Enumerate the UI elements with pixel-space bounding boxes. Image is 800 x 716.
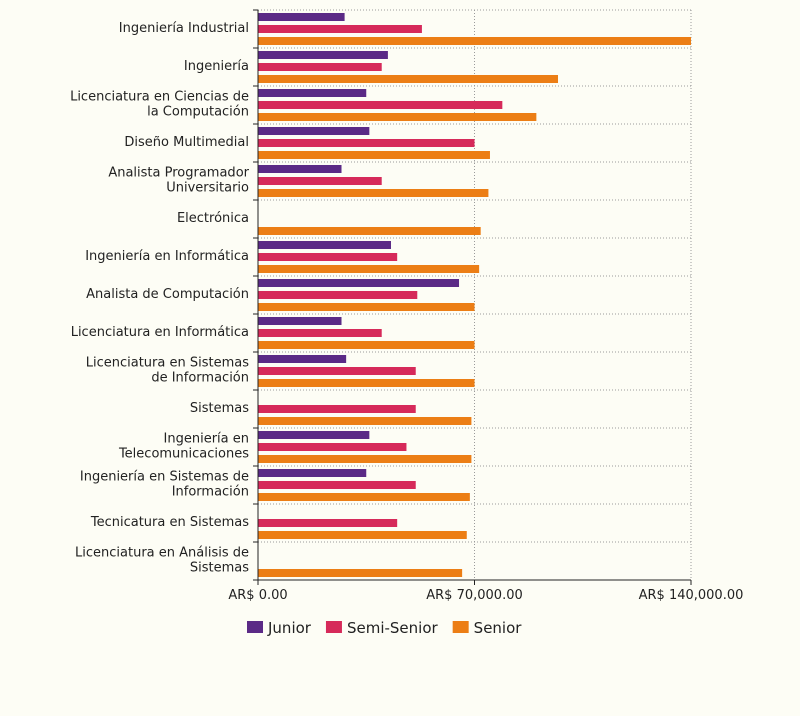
bar-semi-senior-10[interactable]: [258, 405, 416, 413]
category-label-12: Información: [172, 485, 249, 500]
category-label-14: Sistemas: [190, 561, 249, 576]
category-label-14: Licenciatura en Análisis de: [75, 546, 249, 561]
bar-junior-11[interactable]: [258, 431, 370, 439]
legend-label-junior[interactable]: Junior: [267, 619, 312, 637]
bar-semi-senior-13[interactable]: [258, 519, 398, 527]
bar-senior-3[interactable]: [258, 151, 490, 159]
bar-junior-9[interactable]: [258, 355, 347, 363]
bar-junior-1[interactable]: [258, 51, 388, 59]
bar-senior-1[interactable]: [258, 75, 559, 83]
category-label-9: Licenciatura en Sistemas: [86, 356, 249, 371]
bar-junior-12[interactable]: [258, 469, 367, 477]
bar-semi-senior-11[interactable]: [258, 443, 407, 451]
bar-senior-7[interactable]: [258, 303, 475, 311]
bar-semi-senior-2[interactable]: [258, 101, 503, 109]
bar-semi-senior-6[interactable]: [258, 253, 398, 261]
category-label-2: la Computación: [147, 105, 249, 120]
category-label-2: Licenciatura en Ciencias de: [70, 90, 249, 105]
bar-senior-5[interactable]: [258, 227, 481, 235]
category-label-8: Licenciatura en Informática: [71, 325, 249, 340]
x-tick-label: AR$ 140,000.00: [639, 588, 744, 603]
bar-senior-2[interactable]: [258, 113, 537, 121]
category-label-6: Ingeniería en Informática: [85, 249, 249, 264]
bar-junior-4[interactable]: [258, 165, 342, 173]
category-label-0: Ingeniería Industrial: [119, 21, 249, 36]
bars-layer: [258, 13, 691, 577]
bar-senior-10[interactable]: [258, 417, 472, 425]
bar-senior-11[interactable]: [258, 455, 472, 463]
bar-semi-senior-7[interactable]: [258, 291, 418, 299]
category-label-11: Telecomunicaciones: [118, 447, 249, 462]
category-label-4: Analista Programador: [108, 166, 249, 181]
bar-senior-6[interactable]: [258, 265, 480, 273]
bar-semi-senior-9[interactable]: [258, 367, 416, 375]
legend-swatch-junior[interactable]: [247, 621, 263, 633]
bar-senior-9[interactable]: [258, 379, 475, 387]
category-label-9: de Información: [151, 371, 249, 386]
legend-swatch-senior[interactable]: [452, 621, 469, 633]
category-label-5: Electrónica: [177, 211, 249, 226]
bar-junior-3[interactable]: [258, 127, 370, 135]
bar-semi-senior-4[interactable]: [258, 177, 382, 185]
bar-semi-senior-8[interactable]: [258, 329, 382, 337]
bar-senior-0[interactable]: [258, 37, 691, 45]
bar-junior-8[interactable]: [258, 317, 342, 325]
bar-semi-senior-1[interactable]: [258, 63, 382, 71]
bar-junior-7[interactable]: [258, 279, 460, 287]
category-label-13: Tecnicatura en Sistemas: [90, 515, 249, 530]
legend-label-senior[interactable]: Senior: [474, 619, 523, 637]
grid-layer: [258, 9, 692, 581]
bar-senior-13[interactable]: [258, 531, 467, 539]
bar-senior-14[interactable]: [258, 569, 463, 577]
category-label-12: Ingeniería en Sistemas de: [80, 470, 249, 485]
bar-junior-6[interactable]: [258, 241, 391, 249]
category-label-1: Ingeniería: [184, 59, 249, 74]
axis-layer: AR$ 0.00 AR$ 70,000.00 AR$ 140,000.00: [228, 9, 744, 603]
category-label-10: Sistemas: [190, 401, 249, 416]
bar-senior-4[interactable]: [258, 189, 489, 197]
legend-swatch-semi-senior[interactable]: [325, 621, 342, 633]
bar-senior-12[interactable]: [258, 493, 470, 501]
bar-semi-senior-3[interactable]: [258, 139, 475, 147]
category-label-11: Ingeniería en: [164, 432, 249, 447]
category-labels: Ingeniería Industrial Ingeniería Licenciat…: [70, 21, 250, 576]
x-tick-label: AR$ 0.00: [228, 588, 287, 603]
category-label-7: Analista de Computación: [86, 287, 249, 302]
legend[interactable]: Junior Semi-Senior Senior: [247, 619, 522, 637]
category-label-4: Universitario: [166, 181, 249, 196]
bar-semi-senior-12[interactable]: [258, 481, 416, 489]
legend-label-semi-senior[interactable]: Semi-Senior: [347, 619, 439, 637]
bar-junior-0[interactable]: [258, 13, 345, 21]
bar-semi-senior-0[interactable]: [258, 25, 422, 33]
bar-senior-8[interactable]: [258, 341, 475, 349]
bar-junior-2[interactable]: [258, 89, 367, 97]
category-label-3: Diseño Multimedial: [124, 135, 249, 150]
x-tick-label: AR$ 70,000.00: [426, 588, 523, 603]
